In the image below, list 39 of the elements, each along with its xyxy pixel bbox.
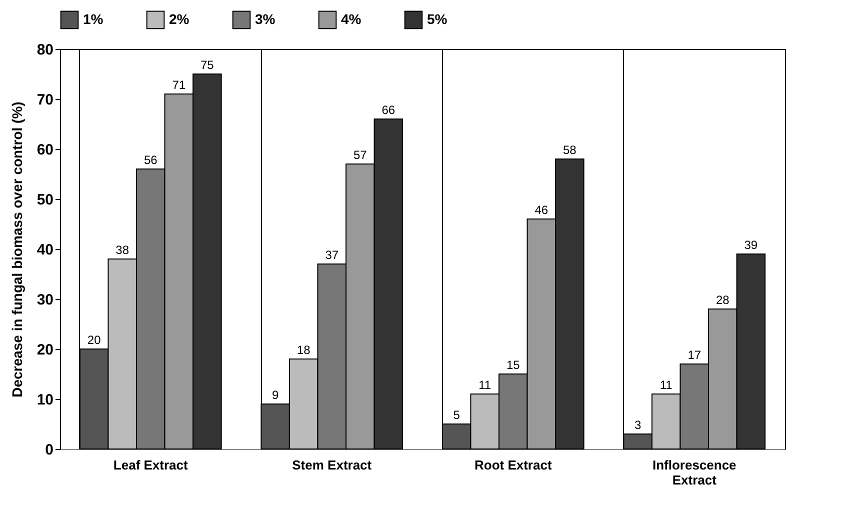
y-tick-label: 50 — [36, 192, 54, 208]
y-tick-label: 40 — [36, 242, 54, 258]
y-tick-label: 20 — [36, 342, 54, 358]
data-label: 37 — [325, 248, 339, 262]
legend-label: 4% — [341, 10, 362, 27]
legend-label: 5% — [427, 10, 448, 27]
y-tick-label: 0 — [45, 442, 54, 458]
x-tick-label: Stem Extract — [292, 458, 372, 472]
data-label: 9 — [272, 388, 279, 402]
data-label: 71 — [172, 78, 186, 92]
data-label: 18 — [296, 343, 311, 357]
data-label: 20 — [87, 333, 102, 347]
legend-label: 3% — [255, 10, 276, 27]
y-tick-label: 30 — [36, 292, 54, 308]
x-tick-label: Inflorescence Extract — [652, 458, 736, 488]
data-label: 15 — [506, 358, 520, 372]
legend-label: 1% — [83, 10, 104, 27]
x-tick-label: Leaf Extract — [113, 458, 189, 472]
data-label: 66 — [382, 103, 396, 117]
data-label: 17 — [688, 348, 702, 362]
data-label: 75 — [200, 58, 214, 72]
data-label: 28 — [716, 293, 730, 307]
y-tick-label: 60 — [36, 142, 54, 158]
y-axis-title: Decrease in fungal biomass over control (%) — [8, 102, 25, 398]
y-tick-label: 70 — [36, 92, 54, 108]
data-label: 11 — [478, 378, 492, 392]
y-tick-label: 10 — [36, 392, 54, 408]
data-label: 58 — [562, 143, 577, 157]
data-label: 38 — [116, 243, 130, 257]
data-label: 3 — [634, 418, 642, 432]
x-tick-label: Root Extract — [474, 458, 552, 472]
legend-label: 2% — [169, 10, 190, 27]
y-tick-label: 80 — [36, 42, 54, 58]
data-label: 5 — [453, 408, 460, 422]
data-label: 56 — [144, 153, 158, 167]
data-label: 39 — [744, 238, 758, 252]
data-label: 46 — [534, 203, 548, 217]
data-label: 57 — [353, 148, 368, 162]
data-label: 11 — [660, 378, 673, 392]
